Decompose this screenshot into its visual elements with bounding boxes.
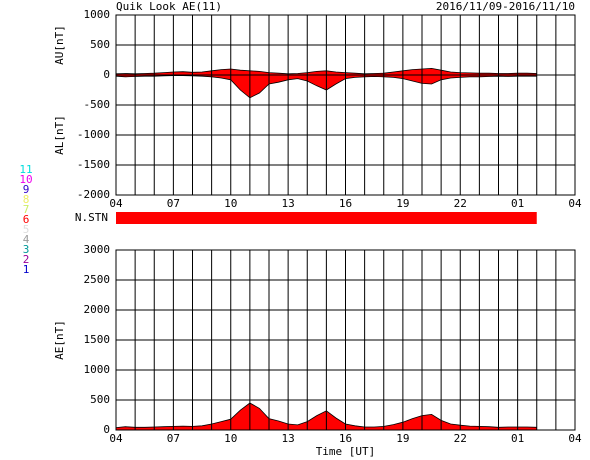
station-legend-label: 6 [23, 213, 30, 226]
x-tick-label: 04 [568, 197, 582, 210]
y-axis-label: AL[nT] [53, 115, 66, 155]
station-legend-label: 1 [23, 263, 30, 276]
y-tick-label: 0 [103, 423, 110, 436]
y-axis-label: AE[nT] [53, 320, 66, 360]
x-tick-label: 04 [109, 432, 123, 445]
y-tick-label: 1000 [84, 363, 111, 376]
x-tick-label: 10 [224, 432, 237, 445]
y-tick-label: 3000 [84, 243, 111, 256]
x-tick-label: 19 [396, 432, 409, 445]
station-legend-label: 2 [23, 253, 30, 266]
x-tick-label: 01 [511, 197, 524, 210]
y-tick-label: 2000 [84, 303, 111, 316]
x-tick-label: 16 [339, 197, 352, 210]
x-tick-label: 10 [224, 197, 237, 210]
plot-frame [115, 14, 576, 196]
x-tick-label: 16 [339, 432, 352, 445]
x-tick-label: 04 [109, 197, 123, 210]
x-tick-label: 07 [167, 197, 180, 210]
station-label: N.STN [75, 211, 108, 224]
y-axis-label: AU[nT] [53, 25, 66, 65]
y-tick-label: 2500 [84, 273, 111, 286]
station-legend-label: 11 [19, 163, 32, 176]
y-tick-label: -500 [84, 98, 111, 111]
title: Quik Look AE(11) [116, 0, 222, 13]
x-axis-label: Time [UT] [316, 445, 376, 458]
y-tick-label: 500 [90, 38, 110, 51]
y-tick-label: 0 [103, 68, 110, 81]
x-tick-label: 22 [454, 197, 467, 210]
station-legend-label: 4 [23, 233, 30, 246]
x-tick-label: 22 [454, 432, 467, 445]
y-tick-label: 1500 [84, 333, 111, 346]
x-tick-label: 19 [396, 197, 409, 210]
x-tick-label: 07 [167, 432, 180, 445]
y-tick-label: 1000 [84, 8, 111, 21]
station-legend-label: 3 [23, 243, 30, 256]
station-bar [116, 212, 537, 224]
station-legend-label: 10 [19, 173, 32, 186]
y-tick-label: -1500 [77, 158, 110, 171]
x-tick-label: 13 [282, 432, 295, 445]
x-tick-label: 13 [282, 197, 295, 210]
x-tick-label: 04 [568, 432, 582, 445]
date-range: 2016/11/09-2016/11/10 [436, 0, 575, 13]
y-tick-label: -1000 [77, 128, 110, 141]
x-tick-label: 01 [511, 432, 524, 445]
plot-frame [115, 249, 576, 431]
y-tick-label: -2000 [77, 188, 110, 201]
station-legend-label: 7 [23, 203, 30, 216]
station-legend-label: 9 [23, 183, 30, 196]
station-legend-label: 5 [23, 223, 30, 236]
y-tick-label: 500 [90, 393, 110, 406]
station-legend-label: 8 [23, 193, 30, 206]
